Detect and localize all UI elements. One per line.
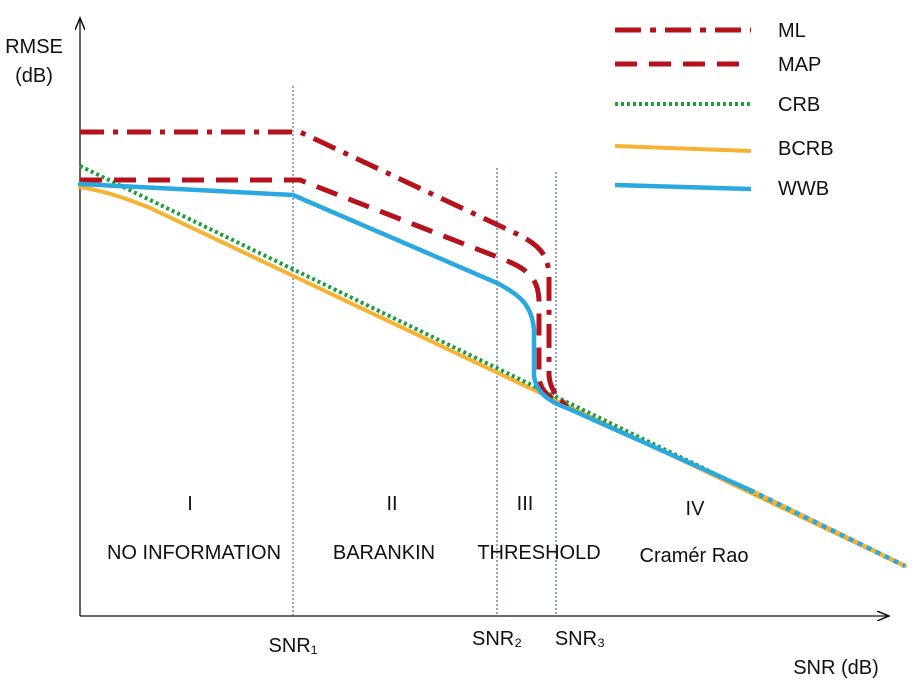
y-axis-label-rmse: RMSE <box>5 36 63 58</box>
region-i-numeral: I <box>187 493 193 515</box>
snr3-label: SNR₃ <box>555 628 605 650</box>
legend-wwb-swatch <box>614 182 752 192</box>
legend-bcrb-label: BCRB <box>778 138 834 160</box>
bcrb-curve <box>78 185 907 568</box>
legend-wwb-label: WWB <box>778 178 829 200</box>
region-iii-numeral: III <box>517 493 534 515</box>
map-curve <box>80 177 570 410</box>
region-iii-title: THRESHOLD <box>477 542 600 564</box>
legend-bcrb-swatch <box>614 144 752 153</box>
wwb-tail <box>749 487 906 569</box>
region-ii-numeral: II <box>386 493 397 515</box>
legend-map-label: MAP <box>778 54 821 76</box>
snr1-label: SNR₁ <box>269 635 318 657</box>
wwb-curve <box>77 181 753 493</box>
snr2-label: SNR₂ <box>472 628 522 650</box>
legend-ml-label: ML <box>778 20 806 42</box>
region-ii-title: BARANKIN <box>333 542 435 564</box>
legend: ML MAP CRB BCRB WWB <box>614 20 834 200</box>
bcrb-tail <box>749 487 906 569</box>
region-iv-title: Cramér Rao <box>640 545 749 567</box>
region-i-title: NO INFORMATION <box>107 542 281 564</box>
x-axis-label: SNR (dB) <box>793 657 879 679</box>
region-iv-numeral: IV <box>686 498 706 520</box>
y-axis-label-unit: (dB) <box>15 65 53 87</box>
ml-curve <box>80 129 570 409</box>
legend-crb-label: CRB <box>778 94 820 116</box>
